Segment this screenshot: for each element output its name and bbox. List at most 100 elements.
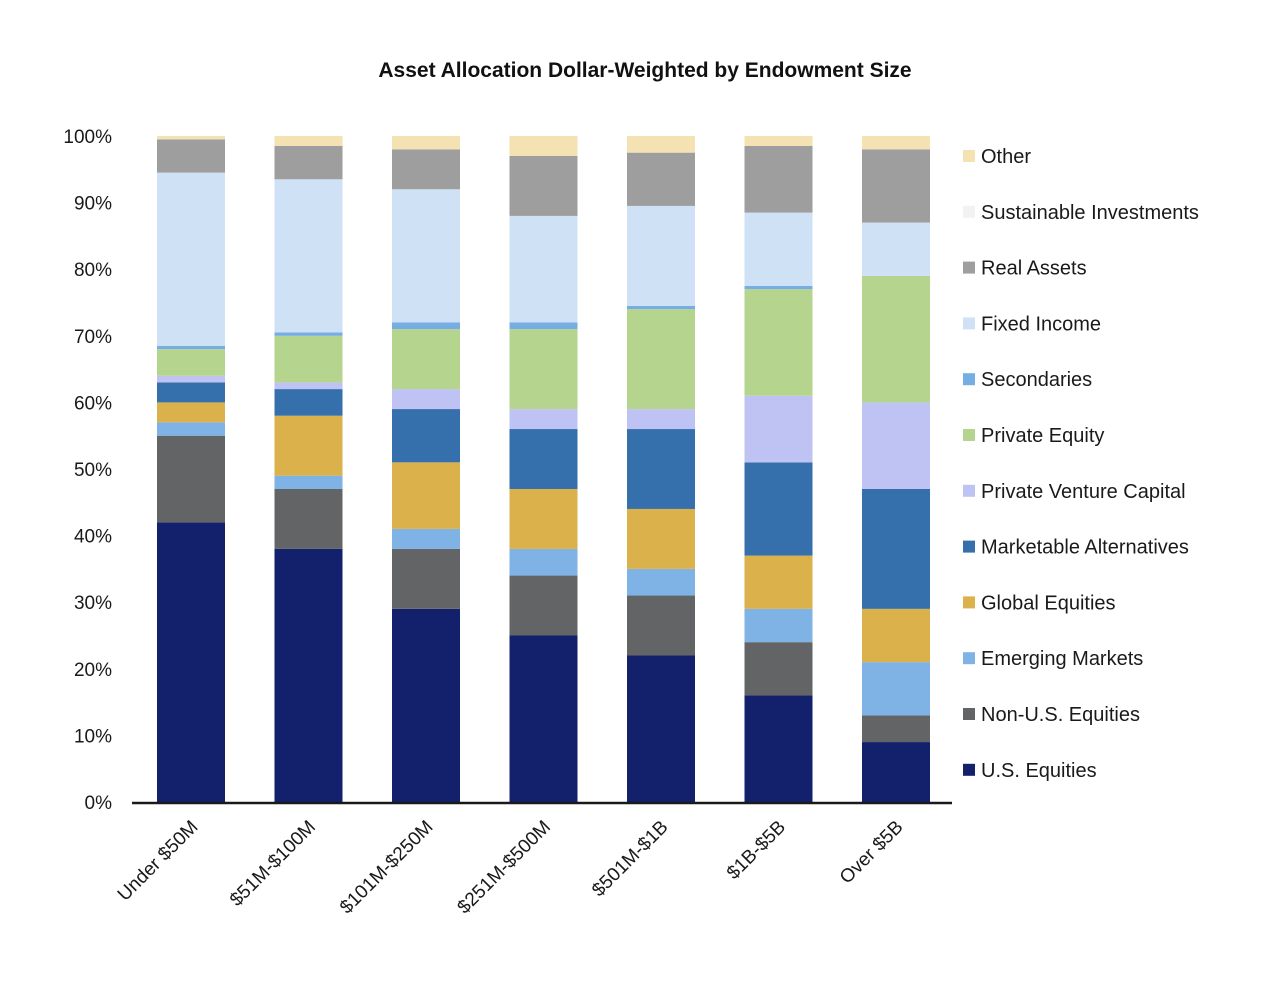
- y-tick-label: 40%: [74, 527, 112, 548]
- bar-segment: [274, 145, 343, 180]
- bar-segment: [744, 462, 813, 556]
- bar-segment: [392, 322, 460, 330]
- bar-segment: [862, 275, 930, 403]
- bar-segment: [274, 179, 343, 333]
- bar-segment: [862, 149, 930, 223]
- bar-segment: [627, 305, 695, 310]
- legend-item: Fixed Income: [963, 313, 1101, 335]
- bar-segment: [157, 349, 225, 376]
- bar-segment: [744, 212, 813, 286]
- bar-segment: [392, 409, 460, 463]
- legend-item: Private Venture Capital: [963, 481, 1186, 503]
- bar-segment: [627, 655, 695, 802]
- bar-segment: [274, 548, 343, 802]
- legend: Other Sustainable Investments Real Assets F…: [963, 146, 1199, 782]
- bar-segment: [627, 152, 695, 206]
- legend-item: Other: [963, 146, 1031, 168]
- legend-swatch: [963, 150, 975, 162]
- bar-segment: [862, 742, 930, 802]
- bar-stack: [157, 136, 225, 802]
- legend-swatch: [963, 540, 975, 553]
- bar-segment: [392, 528, 460, 549]
- bar-segment: [274, 136, 343, 146]
- bar-stack: [627, 136, 695, 802]
- bar-segment: [627, 409, 695, 430]
- bar-stack: [274, 136, 343, 802]
- bar-segment: [509, 548, 578, 576]
- y-tick-label: 90%: [74, 194, 112, 215]
- bar-segment: [392, 608, 460, 802]
- legend-label: Fixed Income: [981, 313, 1101, 335]
- y-tick-label: 30%: [74, 593, 112, 614]
- bar-segment: [509, 429, 578, 489]
- bar-segment: [157, 435, 225, 523]
- bar-segment: [157, 136, 225, 140]
- legend-item: Non-U.S. Equities: [963, 704, 1140, 726]
- bars-group: [157, 136, 930, 802]
- legend-swatch: [963, 652, 975, 665]
- bar-segment: [509, 635, 578, 802]
- x-tick-label: Over $5B: [836, 817, 908, 889]
- bar-segment: [627, 205, 695, 306]
- legend-label: Non-U.S. Equities: [981, 704, 1140, 726]
- legend-swatch: [963, 261, 975, 274]
- legend-item: U.S. Equities: [963, 760, 1097, 782]
- bar-segment: [744, 395, 813, 463]
- legend-swatch: [963, 596, 975, 609]
- x-tick-label: Under $50M: [114, 817, 203, 906]
- legend-swatch: [963, 708, 975, 720]
- bar-segment: [392, 329, 460, 390]
- legend-item: Private Equity: [963, 425, 1104, 447]
- bar-segment: [744, 289, 813, 396]
- bar-segment: [274, 389, 343, 416]
- bar-segment: [392, 189, 460, 323]
- legend-label: Marketable Alternatives: [981, 537, 1189, 559]
- bar-segment: [274, 335, 343, 383]
- legend-item: Real Assets: [963, 258, 1087, 280]
- bar-segment: [509, 488, 578, 549]
- legend-item: Sustainable Investments: [963, 202, 1199, 224]
- bar-stack: [509, 136, 578, 802]
- legend-item: Marketable Alternatives: [963, 537, 1189, 559]
- bar-segment: [157, 172, 225, 346]
- bar-segment: [744, 136, 813, 146]
- bar-segment: [392, 136, 460, 150]
- legend-swatch: [963, 205, 975, 218]
- bar-segment: [157, 382, 225, 403]
- bar-segment: [157, 139, 225, 173]
- bar-segment: [274, 382, 343, 390]
- bar-segment: [627, 136, 695, 153]
- bar-segment: [627, 309, 695, 410]
- bar-segment: [744, 555, 813, 609]
- legend-label: U.S. Equities: [981, 760, 1097, 782]
- y-tick-label: 80%: [74, 260, 112, 281]
- bar-segment: [627, 568, 695, 596]
- legend-swatch: [963, 484, 975, 497]
- bar-segment: [157, 345, 225, 350]
- x-tick-label: $51M-$100M: [226, 817, 320, 911]
- bar-segment: [392, 149, 460, 190]
- bar-segment: [862, 222, 930, 276]
- legend-label: Secondaries: [981, 369, 1092, 391]
- legend-item: Emerging Markets: [963, 648, 1143, 670]
- y-tick-label: 70%: [74, 327, 112, 348]
- bar-segment: [862, 488, 930, 609]
- y-tick-label: 50%: [74, 460, 112, 481]
- x-tick-label: $251M-$500M: [454, 817, 555, 918]
- legend-label: Private Equity: [981, 425, 1104, 447]
- legend-label: Emerging Markets: [981, 648, 1143, 670]
- bar-segment: [862, 715, 930, 743]
- bar-segment: [157, 375, 225, 383]
- bar-segment: [744, 608, 813, 643]
- bar-segment: [862, 662, 930, 716]
- bar-segment: [392, 389, 460, 410]
- x-tick-label: $1B-$5B: [723, 817, 790, 884]
- bar-segment: [157, 522, 225, 802]
- legend-label: Sustainable Investments: [981, 202, 1199, 224]
- bar-stack: [744, 136, 813, 802]
- bar-segment: [157, 402, 225, 423]
- legend-item: Secondaries: [963, 369, 1092, 391]
- legend-label: Other: [981, 146, 1031, 168]
- bar-stack: [392, 136, 460, 802]
- bar-segment: [274, 488, 343, 549]
